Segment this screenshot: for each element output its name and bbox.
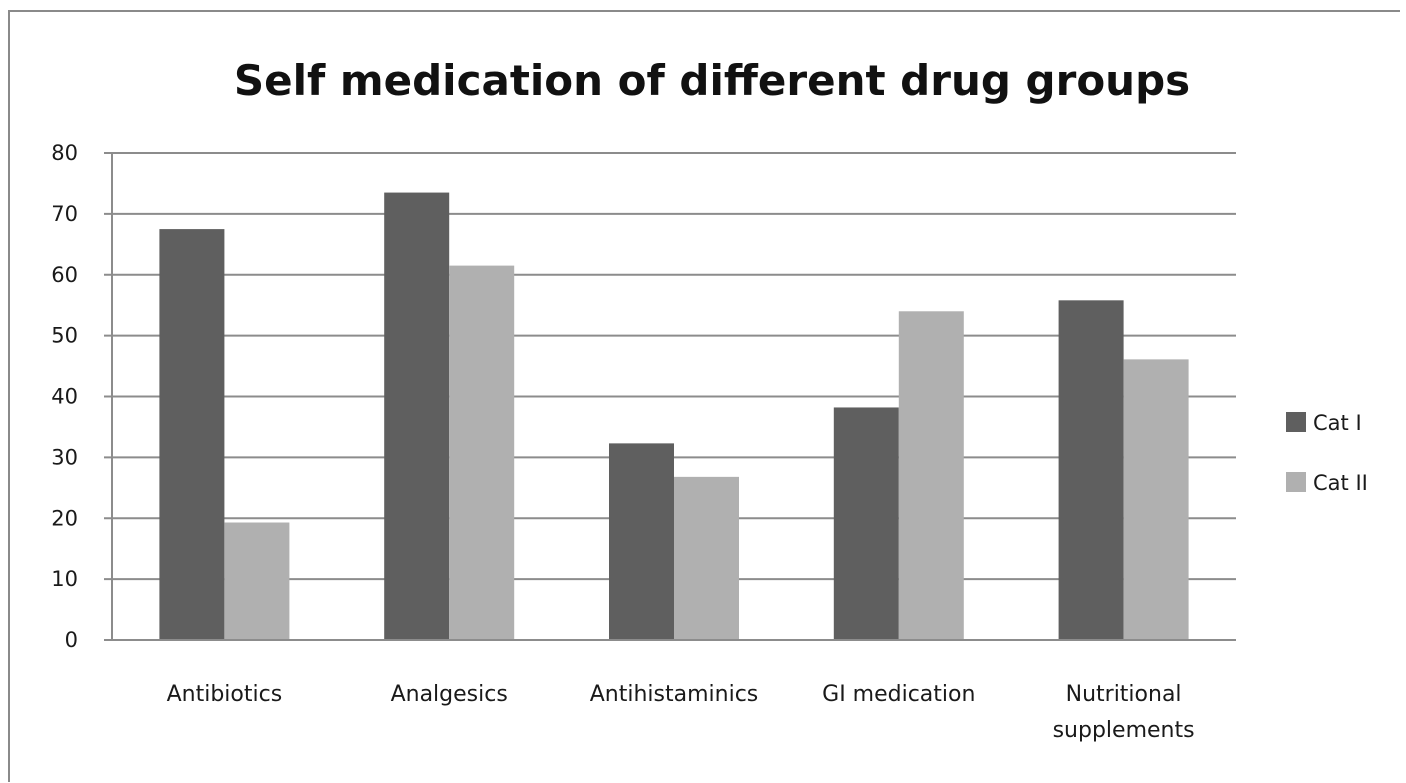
x-category-label: supplements: [1053, 718, 1195, 743]
y-tick-label: 30: [51, 445, 78, 469]
y-tick-label: 0: [65, 628, 78, 652]
y-tick-label: 60: [51, 263, 78, 287]
legend-label: Cat II: [1313, 471, 1368, 495]
chart-frame: [8, 10, 1400, 782]
y-axis-ticks: 0 10 20 30 40 50 60 70 80: [51, 141, 78, 652]
y-tick-label: 50: [51, 324, 78, 348]
y-tick-label: 40: [51, 385, 78, 409]
bar-cat-ii: [674, 476, 739, 640]
bar-cat-i: [159, 229, 225, 640]
x-axis-labels: Antibiotics Analgesics Antihistaminics GI m…: [167, 682, 1195, 743]
x-category-label: Nutritional: [1066, 682, 1182, 707]
x-category-label: GI medication: [822, 682, 975, 707]
bar-cat-i: [1058, 300, 1124, 640]
y-tick-label: 20: [51, 506, 78, 530]
axes: [111, 153, 1236, 641]
y-tick-label: 80: [51, 141, 78, 165]
bar-cat-ii: [449, 265, 515, 640]
bar-cat-i: [833, 407, 899, 640]
bar-cat-ii: [1123, 359, 1189, 640]
bar-cat-i: [609, 443, 674, 640]
legend: Cat I Cat II: [1286, 411, 1368, 495]
legend-swatch: [1286, 472, 1306, 492]
bar-cat-i: [384, 192, 450, 640]
x-category-label: Analgesics: [391, 682, 508, 707]
bar-cat-ii: [224, 522, 290, 640]
x-category-label: Antihistaminics: [590, 682, 759, 707]
chart-title: Self medication of different drug groups: [234, 56, 1190, 105]
x-category-label: Antibiotics: [167, 682, 283, 707]
y-tick-label: 70: [51, 202, 78, 226]
legend-label: Cat I: [1313, 411, 1362, 435]
bar-cat-ii: [898, 311, 964, 640]
bars: [159, 192, 1189, 640]
y-tick-label: 10: [51, 567, 78, 591]
legend-swatch: [1286, 412, 1306, 432]
